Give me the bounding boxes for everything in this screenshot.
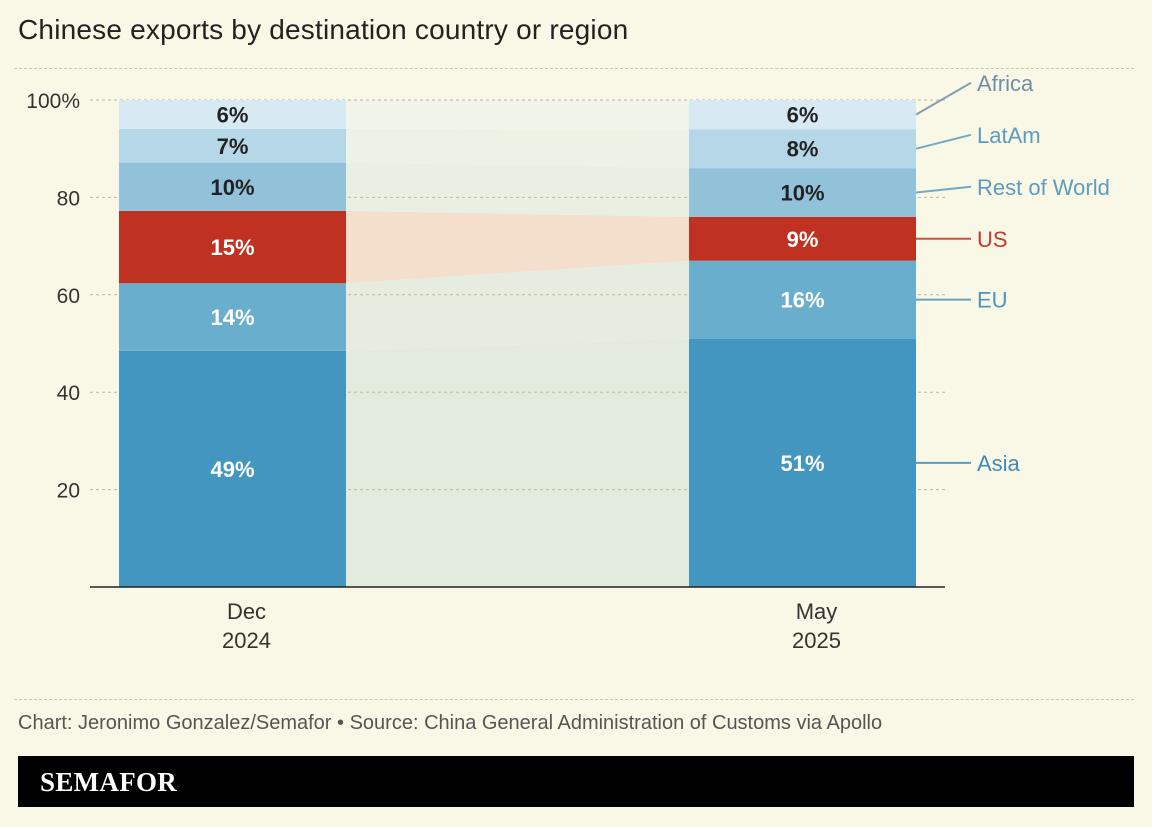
- bar-us-1: [689, 216, 916, 261]
- bar-rest-0: [119, 162, 346, 211]
- flow-band-africa: [346, 100, 689, 130]
- bar-rest-1: [689, 168, 916, 217]
- legend-connector-latam: [915, 133, 972, 150]
- x-tick-label-0-line1: Dec: [227, 599, 266, 624]
- flow-band-us: [346, 210, 689, 284]
- y-tick-label-60: 60: [57, 285, 80, 308]
- x-tick-label-0-line2: 2024: [222, 628, 271, 653]
- source-credit: Chart: Jeronimo Gonzalez/Semafor • Sourc…: [18, 712, 883, 734]
- chart-title: Chinese exports by destination country o…: [18, 14, 629, 45]
- legend-label-rest: Rest of World: [977, 175, 1110, 200]
- data-label-eu-0: 14%: [210, 305, 254, 330]
- data-labels: 49% 51% 14% 16% 15% 9% 10% 10% 7% 8% 6% 6%: [210, 102, 824, 481]
- data-label-africa-1: 6%: [787, 103, 819, 128]
- y-tick-label-80: 80: [57, 187, 80, 210]
- legend-label-latam: LatAm: [977, 123, 1041, 148]
- bar-asia-0: [119, 350, 346, 587]
- legend-label-eu: EU: [977, 288, 1008, 313]
- data-label-latam-0: 7%: [217, 134, 249, 159]
- legend-label-africa: Africa: [977, 71, 1034, 96]
- bar-asia-1: [689, 338, 916, 587]
- data-label-asia-0: 49%: [210, 457, 254, 482]
- bar-africa-0: [119, 100, 346, 129]
- top-divider: [14, 68, 1134, 69]
- data-label-us-1: 9%: [787, 227, 819, 252]
- data-label-rest-0: 10%: [210, 175, 254, 200]
- legend-connector-rest: [915, 185, 972, 194]
- bar-latam-1: [689, 129, 916, 169]
- x-tick-label-1-line2: 2025: [792, 628, 841, 653]
- data-label-rest-1: 10%: [780, 181, 824, 206]
- data-label-africa-0: 6%: [217, 102, 249, 127]
- bars: [119, 100, 916, 587]
- legend: Asia EU US Rest of World LatAm Africa: [915, 71, 1110, 476]
- y-tick-label-20: 20: [57, 480, 80, 503]
- bar-africa-1: [689, 100, 916, 130]
- bar-eu-0: [119, 283, 346, 351]
- bottom-divider: [14, 699, 1134, 700]
- bar-eu-1: [689, 260, 916, 339]
- data-label-eu-1: 16%: [780, 288, 824, 313]
- y-tick-label-100: 100%: [26, 90, 80, 113]
- flow-band-asia: [346, 338, 689, 587]
- flow-band-latam: [346, 128, 689, 169]
- gridlines: [90, 99, 945, 491]
- flow-bands: [346, 100, 689, 587]
- x-tick-label-1-line1: May: [796, 599, 838, 624]
- data-label-us-0: 15%: [210, 235, 254, 260]
- data-label-asia-1: 51%: [780, 451, 824, 476]
- data-label-latam-1: 8%: [787, 137, 819, 162]
- bar-us-0: [119, 210, 346, 284]
- legend-label-asia: Asia: [977, 451, 1021, 476]
- footer-bar: SEMAFOR: [18, 756, 1134, 807]
- bar-latam-0: [119, 128, 346, 163]
- flow-band-rest: [346, 162, 689, 217]
- axes: 100% 80 60 40 20 Dec 2024 May 2025: [26, 90, 945, 653]
- y-tick-label-40: 40: [57, 382, 80, 405]
- legend-label-us: US: [977, 227, 1008, 252]
- flow-band-eu: [346, 260, 689, 351]
- legend-connector-africa: [915, 81, 972, 116]
- brand-logo: SEMAFOR: [40, 767, 178, 797]
